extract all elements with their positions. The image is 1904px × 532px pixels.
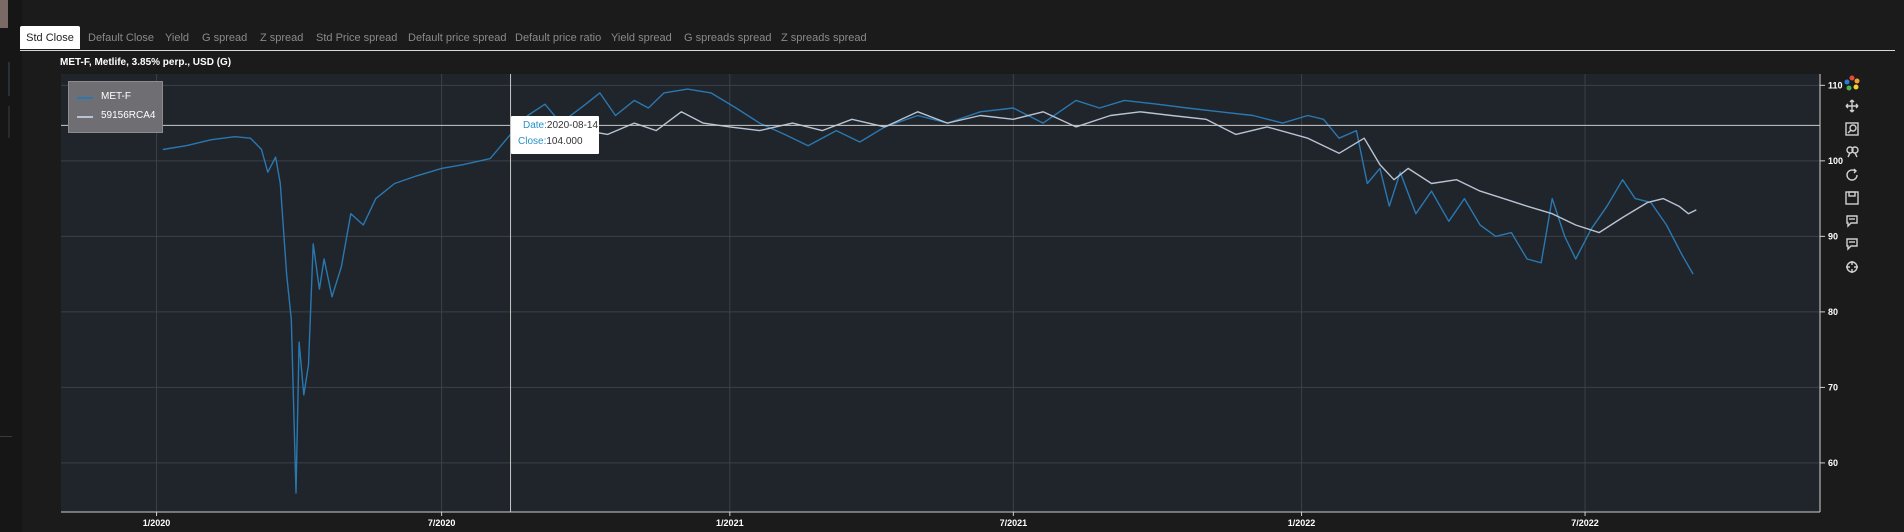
tooltip-close-key: Close: bbox=[518, 136, 547, 147]
tooltip-close-row: Close:104.000 bbox=[511, 136, 606, 147]
tooltip-date-key: Date: bbox=[523, 120, 547, 131]
tooltip-close-value: 104.000 bbox=[546, 136, 583, 147]
tab-yield-spread[interactable]: Yield spread bbox=[611, 32, 672, 44]
tooltip-date-value: 2020-08-14 bbox=[546, 120, 599, 131]
pan-icon[interactable] bbox=[1840, 95, 1864, 117]
legend-label: 59156RCA4 bbox=[101, 110, 156, 121]
tab-std-close[interactable]: Std Close bbox=[20, 26, 80, 49]
save-icon[interactable] bbox=[1840, 187, 1864, 209]
zoom-icon[interactable] bbox=[1840, 118, 1864, 140]
series-line-met-f[interactable] bbox=[162, 88, 1694, 494]
legend-swatch bbox=[77, 116, 93, 118]
grid bbox=[61, 74, 1820, 512]
y-tick-label: 110 bbox=[1828, 80, 1843, 90]
tick-labels: 1/2020 7/2020 1/2021 7/2021 1/2022 7/2022 60 70… bbox=[143, 80, 1843, 528]
tab-z-spreads-spread[interactable]: Z spreads spread bbox=[781, 32, 867, 44]
left-panel-strip bbox=[0, 0, 22, 532]
x-tick-label: 1/2022 bbox=[1288, 518, 1316, 528]
y-tick-label: 60 bbox=[1828, 458, 1838, 468]
tab-default-price-spread[interactable]: Default price spread bbox=[408, 32, 507, 44]
panel-handle bbox=[0, 0, 8, 28]
x-tick-label: 1/2021 bbox=[716, 518, 744, 528]
x-tick-label: 1/2020 bbox=[143, 518, 171, 528]
crosshair bbox=[61, 74, 1820, 512]
reset-icon[interactable] bbox=[1840, 164, 1864, 186]
axes bbox=[61, 74, 1821, 513]
legend-swatch bbox=[77, 97, 93, 99]
tab-default-price-ratio[interactable]: Default price ratio bbox=[515, 32, 602, 44]
chart-tabs: Std Close Default Close Yield G spread Z… bbox=[20, 26, 1895, 51]
legend-label: MET-F bbox=[101, 91, 131, 102]
y-tick-label: 90 bbox=[1828, 231, 1838, 241]
bokeh-logo-icon[interactable] bbox=[1840, 72, 1864, 94]
chart-title: MET-F, Metlife, 3.85% perp., USD (G) bbox=[60, 57, 232, 68]
wheel-zoom-icon[interactable] bbox=[1840, 141, 1864, 163]
hover-icon[interactable] bbox=[1840, 233, 1864, 255]
y-tick-label: 80 bbox=[1828, 307, 1838, 317]
panel-divider bbox=[0, 436, 12, 437]
panel-divider bbox=[8, 106, 10, 138]
tab-z-spread[interactable]: Z spread bbox=[260, 32, 304, 44]
tab-g-spread[interactable]: G spread bbox=[202, 32, 248, 44]
tab-yield[interactable]: Yield bbox=[165, 32, 190, 44]
hover-icon[interactable] bbox=[1840, 210, 1864, 232]
plot-area[interactable] bbox=[61, 74, 1820, 512]
x-tick-label: 7/2020 bbox=[428, 518, 456, 528]
tab-g-spreads-spread[interactable]: G spreads spread bbox=[684, 32, 772, 44]
x-tick-label: 7/2022 bbox=[1571, 518, 1599, 528]
y-tick-label: 100 bbox=[1828, 156, 1843, 166]
panel-divider bbox=[8, 62, 10, 96]
y-tick-label: 70 bbox=[1828, 382, 1838, 392]
x-tick-label: 7/2021 bbox=[1000, 518, 1028, 528]
crosshair-icon[interactable] bbox=[1840, 256, 1864, 278]
tab-default-close[interactable]: Default Close bbox=[88, 32, 155, 44]
chart-legend[interactable]: MET-F 59156RCA4 bbox=[68, 81, 163, 133]
tab-std-price-spread[interactable]: Std Price spread bbox=[316, 32, 398, 44]
hover-tooltip: Date:2020-08-14 Close:104.000 bbox=[511, 116, 599, 154]
tooltip-date-row: Date:2020-08-14 bbox=[511, 120, 611, 131]
